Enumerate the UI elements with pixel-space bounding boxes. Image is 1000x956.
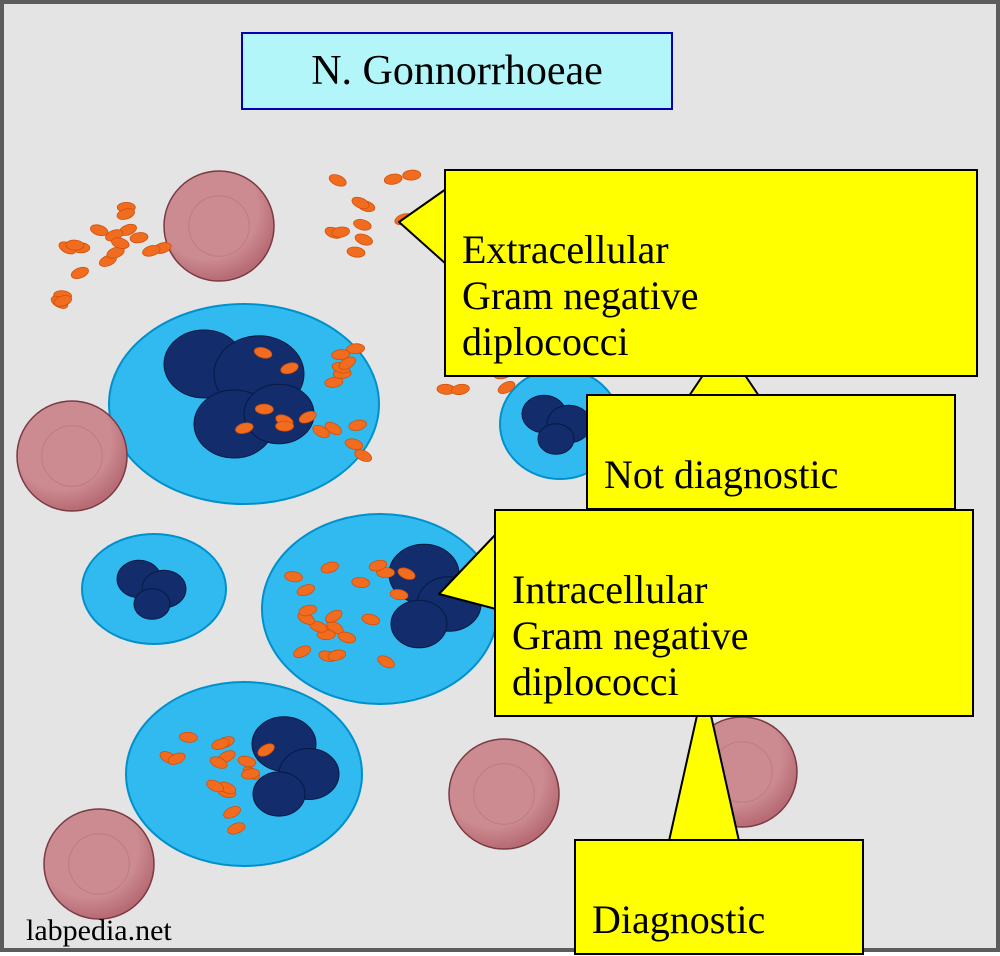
title-box: N. Gonnorrhoeae xyxy=(241,32,673,110)
callout-diagnostic: Diagnostic xyxy=(574,839,864,955)
watermark: labpedia.net xyxy=(26,914,172,948)
callout-not-diagnostic: Not diagnostic xyxy=(586,394,956,510)
title-text: N. Gonnorrhoeae xyxy=(311,47,603,95)
callout-extracellular-text: Extracellular Gram negative diplococci xyxy=(462,227,699,364)
callout-extracellular: Extracellular Gram negative diplococci xyxy=(444,169,978,377)
diagram-canvas: N. Gonnorrhoeae Extracellular Gram negat… xyxy=(0,0,1000,952)
watermark-text: labpedia.net xyxy=(26,914,172,947)
callout-not-diagnostic-text: Not diagnostic xyxy=(604,452,838,497)
callout-intracellular-text: Intracellular Gram negative diplococci xyxy=(512,567,749,704)
callout-intracellular: Intracellular Gram negative diplococci xyxy=(494,509,974,717)
callout-diagnostic-text: Diagnostic xyxy=(592,897,765,942)
